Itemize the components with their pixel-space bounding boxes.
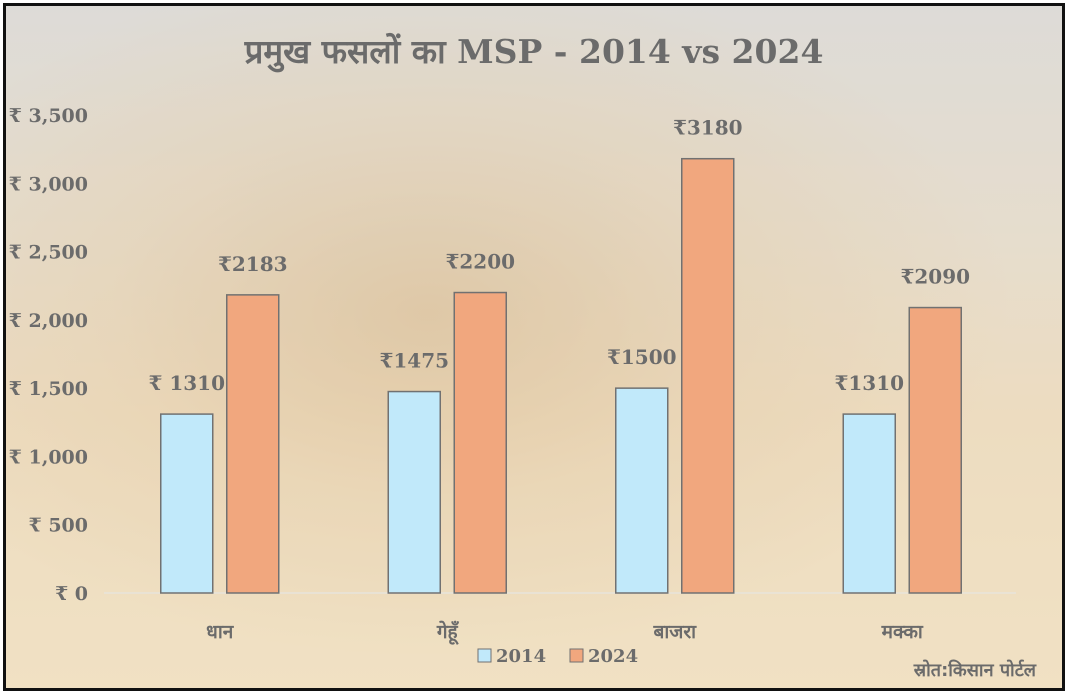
bar-2014-0 bbox=[160, 413, 214, 594]
chart-title: प्रमुख फसलों का MSP - 2014 vs 2024 bbox=[244, 32, 824, 73]
bar-2024-0 bbox=[226, 294, 280, 594]
y-tick-label: ₹ 500 bbox=[29, 515, 89, 537]
bar-value-label: ₹1475 bbox=[379, 349, 449, 373]
category-label: धान bbox=[206, 621, 235, 643]
bars-group: ₹ 1310 ₹2183 ₹1475 ₹2200 ₹1500 ₹3180 ₹1310 ₹209… bbox=[148, 116, 970, 594]
category-label: गेहूँ bbox=[436, 620, 460, 645]
bar-2014-3 bbox=[842, 413, 896, 594]
y-tick-label: ₹ 2,000 bbox=[9, 310, 88, 332]
y-tick-label: ₹ 3,500 bbox=[9, 105, 88, 127]
y-tick-label: ₹ 1,500 bbox=[9, 378, 88, 400]
bar-2014-1 bbox=[387, 390, 441, 594]
bar-2014-2 bbox=[615, 387, 669, 594]
category-label: बाजरा bbox=[652, 621, 697, 643]
y-tick-label: ₹ 1,000 bbox=[9, 446, 88, 468]
legend-swatch-2024 bbox=[569, 648, 584, 663]
category-label: मक्का bbox=[881, 621, 924, 643]
y-tick-label: ₹ 2,500 bbox=[9, 242, 88, 264]
chart-frame: प्रमुख फसलों का MSP - 2014 vs 2024 ₹ 0 ₹ … bbox=[3, 3, 1065, 691]
bar-2024-1 bbox=[453, 291, 507, 594]
bar-value-label: ₹2090 bbox=[900, 265, 970, 289]
legend-label-2014: 2014 bbox=[496, 646, 546, 667]
source-label: स्रोत:किसान पोर्टल bbox=[913, 659, 1037, 681]
legend-label-2024: 2024 bbox=[588, 646, 638, 667]
bar-2024-3 bbox=[908, 306, 962, 594]
bar-value-label: ₹3180 bbox=[673, 116, 743, 140]
bar-value-label: ₹ 1310 bbox=[148, 371, 225, 395]
legend-swatch-2014 bbox=[477, 648, 492, 663]
bar-value-label: ₹2200 bbox=[445, 250, 515, 274]
legend: 2014 2024 bbox=[477, 646, 638, 667]
category-labels: धान गेहूँ बाजरा मक्का bbox=[206, 620, 924, 645]
y-axis: ₹ 0 ₹ 500 ₹ 1,000 ₹ 1,500 ₹ 2,000 ₹ 2,500 ₹ 3,… bbox=[9, 105, 88, 605]
y-tick-label: ₹ 3,000 bbox=[9, 173, 88, 195]
bar-value-label: ₹1310 bbox=[834, 371, 904, 395]
bar-value-label: ₹1500 bbox=[607, 345, 677, 369]
bar-value-label: ₹2183 bbox=[218, 252, 288, 276]
bar-2024-2 bbox=[681, 157, 735, 594]
y-tick-label: ₹ 0 bbox=[55, 583, 88, 605]
msp-bar-chart: प्रमुख फसलों का MSP - 2014 vs 2024 ₹ 0₹ … bbox=[9, 32, 1037, 681]
